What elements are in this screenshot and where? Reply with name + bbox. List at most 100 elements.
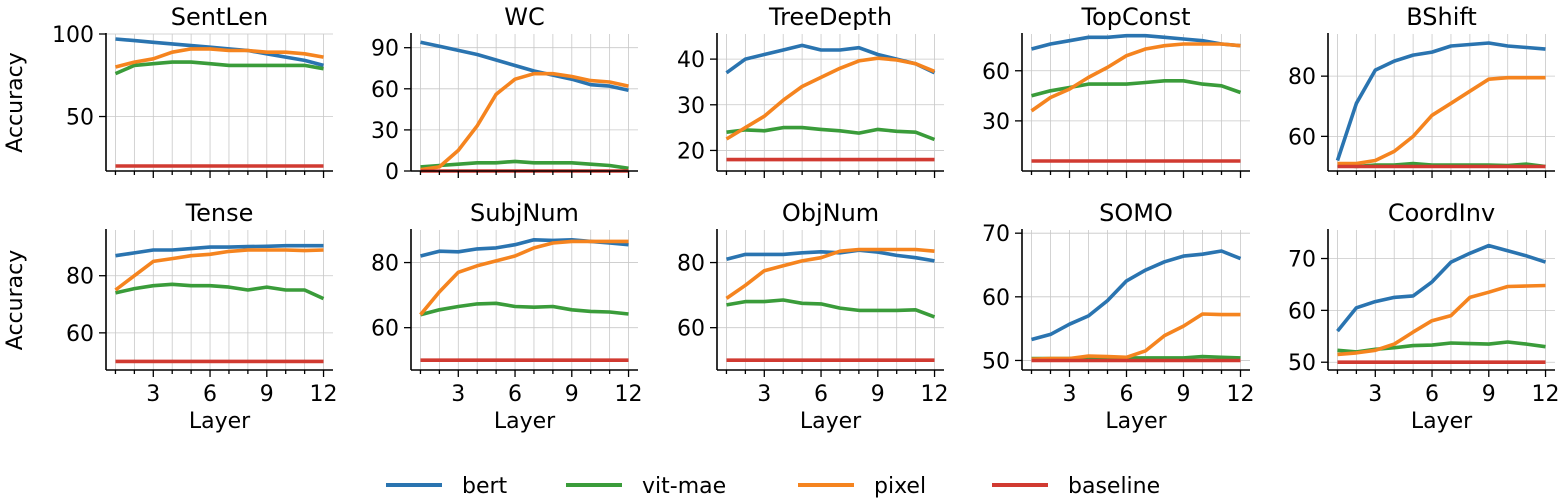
series-line-vit-mae xyxy=(115,282,325,301)
series-line-pixel xyxy=(419,239,629,316)
y-tick-label: 50 xyxy=(1288,351,1316,376)
y-tick-label: 80 xyxy=(66,265,94,290)
y-tick-label: 40 xyxy=(677,48,705,73)
legend-label: vit-mae xyxy=(642,474,726,499)
x-tick-label: 3 xyxy=(1368,382,1382,407)
panel-coordinv: 3 6 9 12 50 60 70 CoordInv Layer xyxy=(1288,199,1560,434)
series-line-bert xyxy=(115,243,324,258)
y-tick-label: 60 xyxy=(982,60,1010,85)
panel-title: SentLen xyxy=(171,3,269,31)
x-tick-label: 9 xyxy=(871,382,885,407)
y-axis-label: Accuracy xyxy=(3,250,28,350)
panel-sentlen: 50 100 SentLen Accuracy xyxy=(3,3,333,178)
y-tick-label: 70 xyxy=(982,222,1010,247)
series-line-pixel xyxy=(1031,312,1241,361)
x-tick-label: 9 xyxy=(1482,382,1496,407)
x-axis-label: Layer xyxy=(189,409,251,434)
series-line-vit-mae xyxy=(726,298,936,319)
legend-item-vit-mae: vit-mae xyxy=(566,474,726,499)
series-line-vit-mae xyxy=(420,159,629,171)
y-tick-label: 60 xyxy=(677,317,705,342)
panel-treedepth: 20 30 40 TreeDepth xyxy=(677,3,944,178)
series-line-vit-mae xyxy=(1031,79,1242,98)
y-tick-label: 50 xyxy=(982,349,1010,374)
legend-item-bert: bert xyxy=(386,474,508,499)
x-tick-label: 3 xyxy=(451,382,465,407)
x-axis-label: Layer xyxy=(494,409,556,434)
x-tick-label: 12 xyxy=(1227,382,1255,407)
y-tick-label: 90 xyxy=(371,37,399,62)
panel-bshift: 60 80 BShift xyxy=(1288,3,1555,178)
panel-title: TopConst xyxy=(1080,3,1190,31)
panel-title: BShift xyxy=(1406,3,1477,31)
x-tick-label: 6 xyxy=(508,382,522,407)
panel-title: TreeDepth xyxy=(768,3,892,31)
y-tick-label: 60 xyxy=(66,322,94,347)
series-line-pixel xyxy=(725,56,936,141)
series-line-pixel xyxy=(420,71,629,172)
legend: bert vit-mae pixel baseline xyxy=(386,474,1160,499)
x-tick-label: 6 xyxy=(814,382,828,407)
series-line-pixel xyxy=(1030,42,1241,113)
panel-title: WC xyxy=(504,3,545,31)
series-line-bert xyxy=(420,40,629,92)
y-tick-label: 70 xyxy=(1288,248,1316,273)
y-tick-label: 20 xyxy=(677,139,705,164)
x-tick-label: 6 xyxy=(1120,382,1134,407)
series-line-bert xyxy=(1336,243,1547,333)
x-tick-label: 6 xyxy=(203,382,217,407)
y-tick-label: 80 xyxy=(1288,65,1316,90)
y-tick-label: 80 xyxy=(371,252,399,277)
panel-objnum: 3 6 9 12 60 80 ObjNum Layer xyxy=(677,199,949,434)
legend-label: pixel xyxy=(874,474,926,499)
panel-tense: 3 6 9 12 60 80 Tense Layer Accuracy xyxy=(3,199,338,434)
x-tick-label: 3 xyxy=(146,382,160,407)
y-tick-label: 30 xyxy=(982,110,1010,135)
x-axis-label: Layer xyxy=(800,409,862,434)
panel-title: SubjNum xyxy=(470,199,579,227)
x-tick-label: 12 xyxy=(1532,382,1560,407)
legend-item-pixel: pixel xyxy=(798,474,926,499)
series-line-bert xyxy=(1031,249,1242,342)
y-tick-label: 60 xyxy=(371,78,399,103)
series-line-vit-mae xyxy=(420,301,629,317)
x-tick-label: 9 xyxy=(1177,382,1191,407)
y-tick-label: 60 xyxy=(1288,125,1316,150)
x-tick-label: 9 xyxy=(260,382,274,407)
x-axis-label: Layer xyxy=(1411,409,1473,434)
y-axis-label: Accuracy xyxy=(3,52,28,152)
x-tick-label: 3 xyxy=(757,382,771,407)
panel-subjnum: 3 6 9 12 60 80 SubjNum Layer xyxy=(371,199,643,434)
x-tick-label: 12 xyxy=(615,382,643,407)
series-line-vit-mae xyxy=(114,60,324,76)
legend-label: baseline xyxy=(1068,474,1160,499)
x-axis-label: Layer xyxy=(1105,409,1167,434)
y-tick-label: 30 xyxy=(677,94,705,119)
x-tick-label: 12 xyxy=(310,382,338,407)
y-tick-label: 60 xyxy=(371,317,399,342)
series-line-pixel xyxy=(725,247,935,300)
panel-title: Tense xyxy=(185,199,254,227)
y-tick-label: 60 xyxy=(1288,299,1316,324)
legend-item-baseline: baseline xyxy=(992,474,1160,499)
legend-label: bert xyxy=(462,474,508,499)
series-line-pixel xyxy=(115,47,324,69)
series-line-pixel xyxy=(114,248,324,292)
x-tick-label: 12 xyxy=(921,382,949,407)
y-tick-label: 30 xyxy=(371,119,399,144)
series-line-bert xyxy=(726,248,935,263)
x-tick-label: 3 xyxy=(1063,382,1077,407)
series-line-vit-mae xyxy=(726,125,936,142)
panel-title: ObjNum xyxy=(782,199,879,227)
panel-wc: 0 30 60 90 WC xyxy=(371,3,638,185)
panel-somo: 3 6 9 12 50 60 70 SOMO Layer xyxy=(982,199,1255,434)
x-tick-label: 9 xyxy=(565,382,579,407)
panel-topconst: 30 60 TopConst xyxy=(982,3,1250,178)
series-line-pixel xyxy=(1337,75,1546,166)
x-tick-label: 6 xyxy=(1425,382,1439,407)
y-tick-label: 60 xyxy=(982,286,1010,311)
series-line-bert xyxy=(1031,33,1241,51)
y-tick-label: 50 xyxy=(66,106,94,131)
y-tick-label: 100 xyxy=(52,23,94,48)
